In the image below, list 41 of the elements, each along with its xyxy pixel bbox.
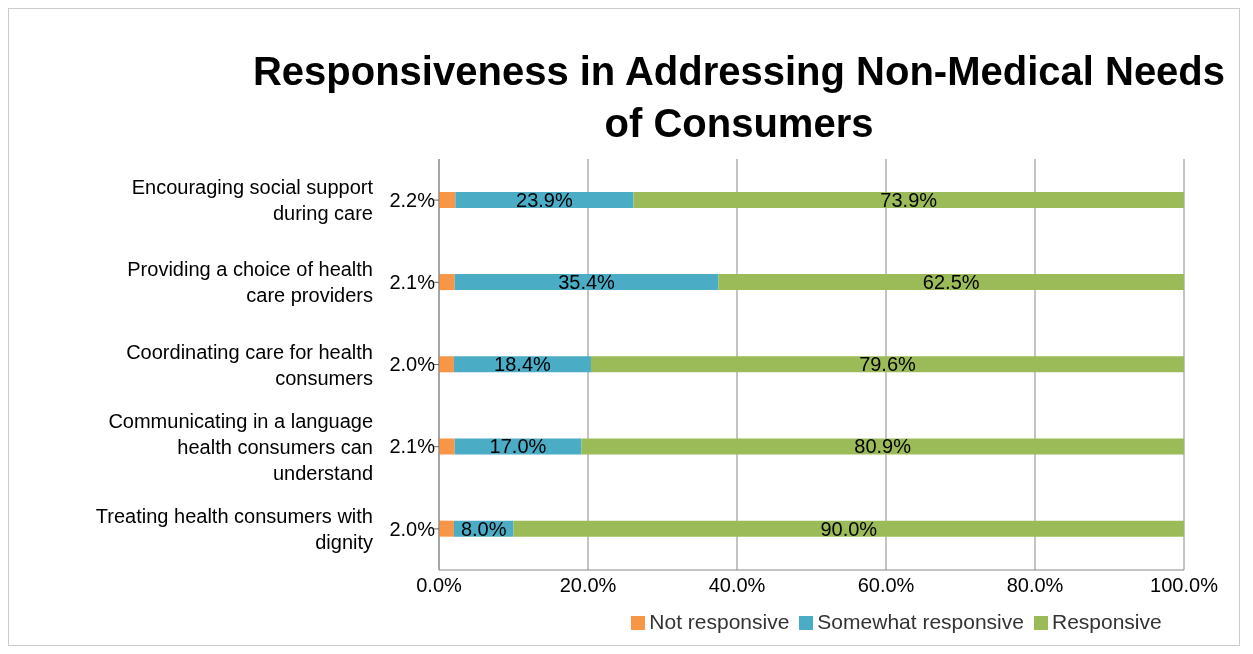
- x-tick-label: 80.0%: [1006, 574, 1064, 597]
- x-tick-label: 0.0%: [416, 574, 463, 597]
- data-label: 35.4%: [558, 271, 616, 294]
- data-label: 80.9%: [854, 435, 912, 458]
- data-label: 2.0%: [389, 353, 436, 376]
- bar: [718, 274, 1184, 291]
- legend-label: Not responsive: [649, 610, 790, 633]
- data-label: 90.0%: [820, 517, 878, 540]
- bar: [439, 520, 454, 537]
- bar: [454, 274, 719, 291]
- data-label: 17.0%: [489, 435, 547, 458]
- data-label: 2.2%: [389, 188, 436, 211]
- legend-label: Responsive: [1051, 610, 1162, 633]
- bar: [439, 274, 455, 291]
- data-label: 2.1%: [389, 435, 436, 458]
- bar: [590, 356, 1184, 373]
- y-tick-label: Encouraging social support during care: [131, 176, 374, 225]
- data-label: 18.4%: [494, 353, 552, 376]
- x-tick-label: 100.0%: [1150, 574, 1219, 597]
- y-tick-label: Providing a choice of health care providers: [127, 258, 373, 307]
- bar: [633, 191, 1184, 208]
- bar: [513, 520, 1184, 537]
- data-label: 2.1%: [389, 271, 436, 294]
- data-label: 62.5%: [922, 271, 980, 294]
- x-tick-label: 20.0%: [559, 574, 617, 597]
- chart-title: Responsiveness in Addressing Non-Medical Needs of Consumers: [251, 48, 1227, 147]
- x-tick-label: 60.0%: [857, 574, 915, 597]
- data-label: 23.9%: [516, 188, 573, 211]
- data-label: 8.0%: [460, 517, 507, 540]
- data-label: 73.9%: [880, 188, 938, 211]
- y-tick-label: Coordinating care for health consumers: [126, 340, 373, 389]
- y-tick-label: Communicating in a language health consumers can understand: [108, 409, 373, 484]
- data-label: 2.0%: [389, 517, 436, 540]
- bar: [439, 438, 455, 455]
- bar: [581, 438, 1184, 455]
- bar: [439, 356, 454, 373]
- data-label: 79.6%: [859, 353, 917, 376]
- legend-label: Somewhat responsive: [817, 610, 1024, 633]
- x-tick-label: 40.0%: [708, 574, 766, 597]
- y-tick-label: Treating health consumers with dignity: [95, 504, 373, 553]
- bar: [439, 191, 456, 208]
